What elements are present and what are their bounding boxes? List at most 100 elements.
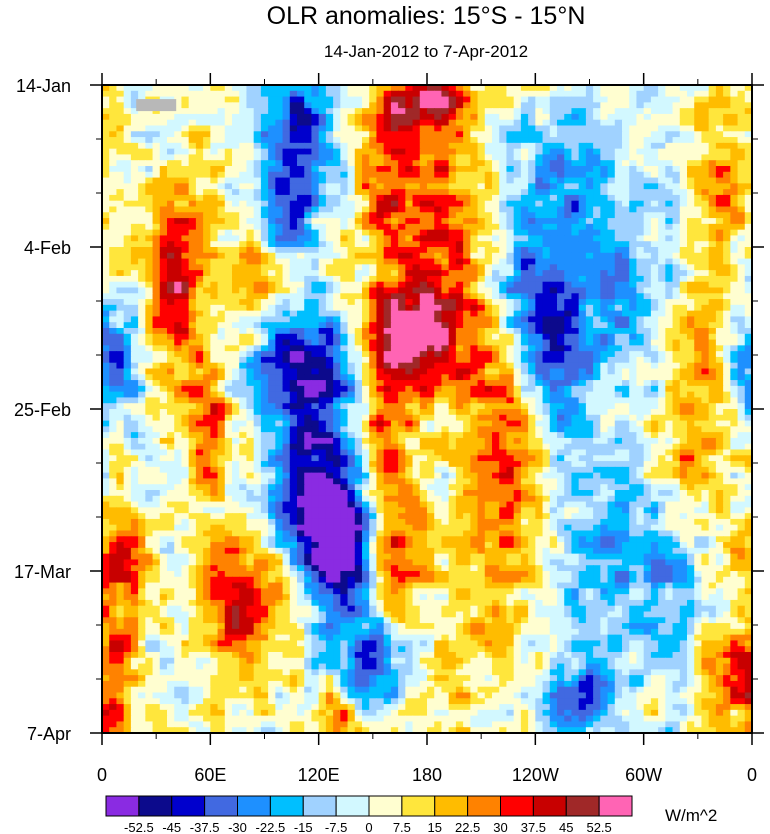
- heatmap-cell: [723, 264, 731, 271]
- heatmap-cell: [130, 235, 139, 242]
- heatmap-cell: [145, 264, 154, 271]
- heatmap-cell: [383, 223, 392, 231]
- heatmap-cell: [253, 218, 262, 225]
- heatmap-cell: [600, 108, 609, 115]
- heatmap-cell: [405, 403, 414, 410]
- heatmap-cell: [260, 160, 269, 167]
- heatmap-cell: [513, 108, 522, 115]
- heatmap-cell: [708, 322, 717, 329]
- heatmap-cell: [145, 223, 154, 231]
- heatmap-cell: [520, 218, 529, 225]
- heatmap-cell: [484, 148, 493, 156]
- heatmap-cell: [362, 125, 370, 132]
- heatmap-cell: [737, 380, 746, 387]
- heatmap-cell: [260, 166, 269, 173]
- heatmap-cell: [484, 299, 493, 306]
- heatmap-cell: [528, 108, 536, 115]
- heatmap-cell: [232, 200, 240, 208]
- heatmap-cell: [477, 125, 486, 132]
- heatmap-cell: [564, 189, 573, 196]
- heatmap-cell: [347, 281, 356, 289]
- heatmap-cell: [513, 223, 522, 231]
- heatmap-cell: [701, 212, 710, 219]
- heatmap-cell: [629, 333, 638, 341]
- heatmap-cell: [506, 368, 515, 375]
- heatmap-cell: [275, 177, 284, 184]
- heatmap-cell: [181, 148, 190, 156]
- heatmap-cell: [701, 397, 710, 404]
- heatmap-cell: [658, 125, 666, 132]
- heatmap-cell: [369, 183, 378, 190]
- heatmap-cell: [232, 177, 240, 184]
- heatmap-cell: [499, 293, 508, 300]
- heatmap-cell: [737, 247, 746, 254]
- heatmap-cell: [528, 264, 536, 271]
- heatmap-cell: [492, 293, 500, 300]
- heatmap-cell: [549, 166, 558, 173]
- heatmap-cell: [239, 333, 248, 341]
- heatmap-cell: [614, 391, 623, 399]
- heatmap-cell: [600, 351, 609, 358]
- heatmap-cell: [318, 102, 327, 109]
- heatmap-cell: [708, 374, 717, 381]
- heatmap-cell: [412, 125, 421, 132]
- heatmap-cell: [340, 177, 349, 184]
- heatmap-cell: [643, 380, 652, 387]
- heatmap-cell: [622, 235, 630, 242]
- heatmap-cell: [687, 200, 695, 208]
- heatmap-cell: [195, 113, 204, 121]
- heatmap-cell: [383, 119, 392, 127]
- heatmap-cell: [535, 96, 544, 103]
- heatmap-cell: [650, 322, 659, 329]
- heatmap-cell: [643, 281, 652, 289]
- heatmap-cell: [535, 131, 544, 138]
- heatmap-cell: [694, 310, 703, 318]
- heatmap-cell: [203, 333, 211, 341]
- heatmap-cell: [419, 177, 428, 184]
- heatmap-cell: [672, 275, 681, 283]
- heatmap-cell: [130, 403, 139, 410]
- heatmap-cell: [246, 339, 255, 346]
- heatmap-cell: [643, 125, 652, 132]
- heatmap-cell: [318, 275, 327, 283]
- heatmap-cell: [289, 194, 298, 202]
- heatmap-cell: [340, 102, 349, 109]
- heatmap-cell: [102, 304, 110, 312]
- heatmap-cell: [585, 247, 594, 254]
- heatmap-cell: [167, 212, 175, 219]
- heatmap-cell: [405, 322, 414, 329]
- heatmap-cell: [297, 166, 305, 173]
- heatmap-cell: [275, 385, 284, 393]
- heatmap-cell: [159, 356, 168, 364]
- heatmap-cell: [333, 316, 341, 323]
- heatmap-cell: [708, 299, 717, 306]
- heatmap-cell: [167, 333, 175, 341]
- heatmap-cell: [665, 391, 674, 399]
- heatmap-cell: [188, 177, 197, 184]
- heatmap-cell: [109, 113, 118, 121]
- heatmap-cell: [470, 206, 479, 213]
- heatmap-cell: [282, 131, 291, 138]
- heatmap-cell: [723, 235, 731, 242]
- heatmap-cell: [542, 281, 551, 289]
- heatmap-cell: [181, 391, 190, 399]
- heatmap-cell: [369, 119, 378, 127]
- heatmap-cell: [744, 368, 752, 375]
- heatmap-cell: [318, 108, 327, 115]
- heatmap-cell: [528, 119, 536, 127]
- heatmap-cell: [239, 200, 248, 208]
- heatmap-cell: [217, 113, 226, 121]
- heatmap-cell: [629, 293, 638, 300]
- heatmap-cell: [715, 270, 724, 277]
- heatmap-cell: [557, 90, 565, 98]
- heatmap-cell: [607, 189, 616, 196]
- heatmap-cell: [347, 345, 356, 352]
- heatmap-cell: [152, 212, 161, 219]
- heatmap-cell: [564, 200, 573, 208]
- heatmap-cell: [607, 235, 616, 242]
- heatmap-cell: [737, 171, 746, 179]
- heatmap-cell: [672, 241, 681, 248]
- heatmap-cell: [102, 241, 110, 248]
- heatmap-cell: [470, 241, 479, 248]
- heatmap-cell: [629, 142, 638, 150]
